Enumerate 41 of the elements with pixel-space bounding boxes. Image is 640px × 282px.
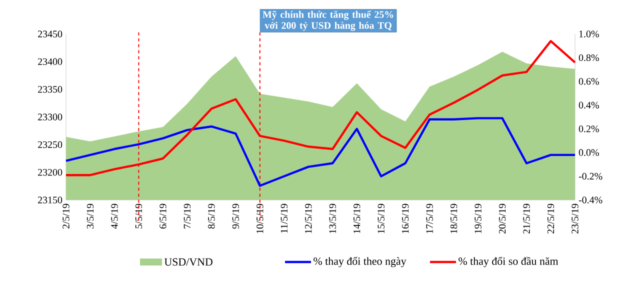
x-tick-label: 9/5/19 (232, 204, 240, 229)
y-tick-label: 23450 (38, 30, 62, 38)
y2-tick-label: -0.2% (578, 172, 602, 180)
x-tick-label: 2/5/19 (62, 204, 70, 229)
x-tick-label: 11/5/19 (280, 204, 288, 233)
y2-tick-label: 0.2% (578, 125, 599, 132)
x-tick-label: 23/5/19 (572, 204, 578, 234)
legend-label: % thay đổi so đầu năm (458, 256, 558, 268)
x-tick-label: 15/5/19 (378, 204, 384, 234)
x-tick-label: 17/5/19 (426, 204, 433, 234)
x-tick-label: 4/5/19 (111, 204, 118, 229)
x-tick-label: 22/5/19 (547, 204, 554, 234)
x-tick-label: 5/5/19 (135, 204, 142, 228)
x-tick-label: 21/5/19 (523, 204, 530, 234)
y2-tick-label: 0.4% (578, 102, 599, 109)
y2-tick-label: 0.8% (578, 54, 599, 62)
x-tick-label: 16/5/19 (402, 204, 409, 234)
legend-label: % thay đổi theo ngày (314, 256, 406, 268)
x-tick-label: 7/5/19 (184, 204, 191, 228)
ref-line-label: Mỹ chính thức tăng thuế 25% với 200 tỷ USD hàng hóa TQ (262, 10, 394, 31)
x-tick-label: 18/5/19 (450, 204, 458, 234)
y-tick-label: 23150 (38, 196, 62, 204)
x-tick-label: 10/5/19 (256, 204, 264, 234)
y-tick-label: 23200 (38, 168, 62, 176)
y-tick-label: 23400 (38, 58, 62, 66)
x-tick-label: 12/5/19 (305, 204, 312, 234)
x-tick-label: 13/5/19 (329, 204, 336, 234)
x-tick-label: 8/5/19 (208, 204, 215, 229)
y-tick-label: 23250 (38, 141, 62, 148)
y2-tick-label: 0.6% (578, 78, 599, 85)
y2-tick-label: 1.0% (579, 30, 599, 38)
x-tick-label: 6/5/19 (160, 204, 166, 229)
x-tick-label: 14/5/19 (354, 204, 360, 234)
x-tick-label: 20/5/19 (498, 204, 506, 234)
x-tick-label: 3/5/19 (86, 204, 94, 228)
y2-tick-label: 0.0% (578, 149, 599, 156)
y-tick-label: 23300 (38, 114, 62, 120)
x-tick-label: 19/5/19 (474, 204, 482, 234)
y2-tick-label: -0.4% (578, 196, 602, 204)
legend-label: USD/VND (164, 258, 212, 266)
y-tick-label: 23350 (38, 86, 62, 93)
